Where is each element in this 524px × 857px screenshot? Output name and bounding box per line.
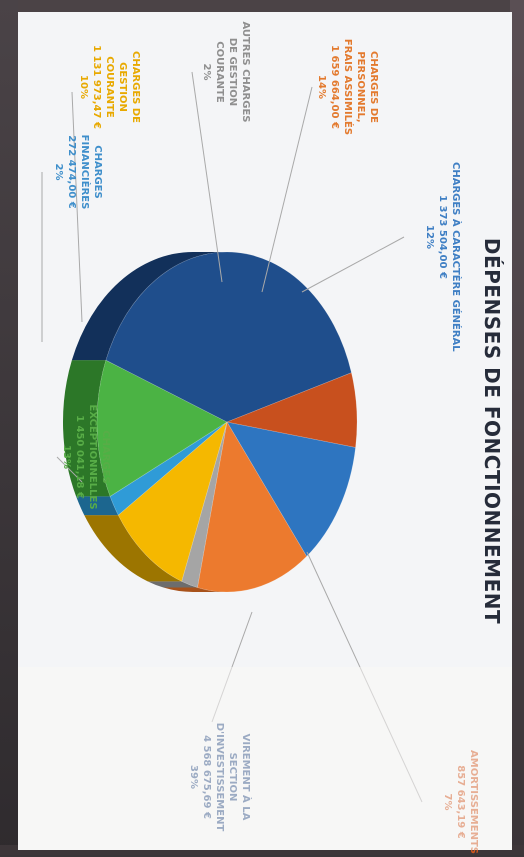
slice-label-0: CHARGES À CARACTÈRE GÉNÉRAL 1 373 504,00 … [423, 162, 462, 352]
leader-line-2 [191, 71, 223, 283]
slice-label-3-line-0: CHARGES DE [130, 50, 141, 123]
pie-slice-side-1 [163, 587, 227, 592]
slice-label-5-line-1: EXCEPTIONNELLES [87, 404, 98, 510]
slice-label-1: CHARGES DE PERSONNEL, FRAIS ASSIMILÉS 1 659… [315, 27, 380, 147]
pie-slice-side-3 [84, 515, 182, 582]
slice-label-2-line-1: DE GESTION [227, 37, 238, 107]
slice-label-1-line-3: 1 659 664,00 € [329, 45, 340, 129]
pie-slice-1 [197, 421, 307, 593]
slice-label-4-line-0: CHARGES [92, 145, 103, 199]
pie-chart [41, 71, 423, 803]
background-right [510, 0, 524, 855]
pie-slice-4 [109, 421, 228, 516]
slice-label-5-line-0: CHARGES [100, 430, 111, 484]
slice-label-4-line-1: FINANCIÈRES [79, 134, 90, 210]
slice-label-3-line-2: COURANTE [104, 56, 115, 118]
slice-label-2-line-3: 2% [201, 63, 212, 81]
slice-label-2: AUTRES CHARGES DE GESTION COURANTE 2% [200, 17, 252, 127]
slice-label-0-line-0: CHARGES À CARACTÈRE GÉNÉRAL [450, 162, 461, 352]
slice-label-1-line-1: PERSONNEL, [355, 51, 366, 123]
leader-line-0 [301, 236, 405, 293]
slice-label-4-line-2: 272 474,00 € [66, 135, 77, 209]
slice-label-1-line-0: CHARGES DE [368, 50, 379, 123]
pie-slice-5 [96, 359, 228, 497]
leader-line-1 [261, 86, 313, 293]
slice-label-2-line-2: COURANTE [214, 41, 225, 103]
slice-label-3-line-1: GESTION [117, 62, 128, 112]
pie-slice-side-6 [71, 252, 227, 361]
pie-slice-3 [117, 421, 228, 582]
slice-label-1-line-4: 14% [316, 75, 327, 99]
slice-label-2-line-0: AUTRES CHARGES [240, 21, 251, 123]
pie-slice-side-4 [76, 496, 119, 516]
rotated-chart-frame: DÉPENSES DE FONCTIONNEMENT CHARGES À CAR… [18, 12, 512, 854]
pie-slice-7 [225, 372, 358, 448]
slice-label-1-line-2: FRAIS ASSIMILÉS [342, 38, 353, 136]
pie-slice-2 [181, 421, 228, 588]
background-left [0, 0, 18, 855]
background-bottom [0, 845, 524, 855]
pie-slice-side-5 [63, 360, 111, 497]
pie-slice-0 [226, 421, 356, 557]
pie-slice-6 [105, 251, 352, 423]
slice-label-4: CHARGES FINANCIÈRES 272 474,00 €2% [52, 112, 104, 232]
slice-label-4-line-3: 2% [53, 163, 64, 181]
slice-label-0-line-1: 1 373 504,00 € [437, 195, 448, 279]
leader-line-3 [71, 91, 83, 323]
chart-poster: DÉPENSES DE FONCTIONNEMENT CHARGES À CAR… [18, 12, 512, 854]
slice-label-5-line-3: 13% [61, 445, 72, 469]
pie-slice-side-2 [147, 581, 198, 588]
slice-label-5: CHARGES EXCEPTIONNELLES 1 450 041,18 €13% [60, 392, 112, 522]
slice-label-5-line-2: 1 450 041,18 € [74, 415, 85, 499]
faded-area [18, 667, 512, 850]
background-top [0, 0, 524, 14]
slice-label-0-line-2: 12% [424, 225, 435, 249]
leader-line-5 [56, 456, 83, 483]
